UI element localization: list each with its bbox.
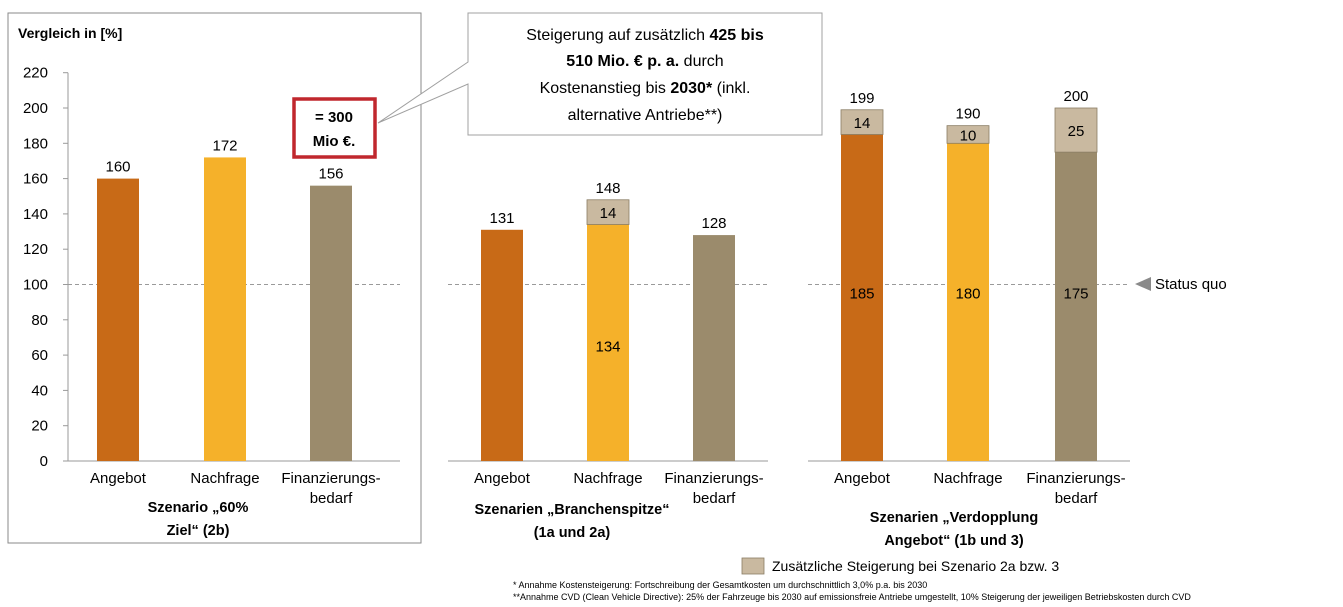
footnote-2: **Annahme CVD (Clean Vehicle Directive):… — [513, 592, 1191, 602]
bar-angebot-base — [481, 229, 523, 461]
bar-finanzierungsbedarf-base — [310, 185, 352, 461]
total-value-label: 156 — [318, 166, 343, 183]
category-label: Finanzierungs- — [281, 470, 380, 487]
extra-value-label: 14 — [854, 115, 871, 132]
status-quo-arrow-icon — [1135, 277, 1151, 291]
y-tick-label: 160 — [23, 171, 48, 188]
bar-angebot-base — [97, 178, 139, 461]
total-value-label: 172 — [212, 137, 237, 154]
y-tick-label: 220 — [23, 65, 48, 82]
bar-angebot-base — [841, 134, 883, 461]
bars — [97, 107, 1098, 462]
y-tick-label: 80 — [31, 312, 48, 329]
value-labels: 160 172 156 131 14 134 148 128 14 185 199 10 180 190 2… — [105, 88, 1088, 356]
y-tick-label: 0 — [40, 453, 48, 470]
extra-value-label: 25 — [1068, 123, 1085, 140]
status-quo-label: Status quo — [1155, 276, 1227, 293]
y-tick-label: 60 — [31, 347, 48, 364]
category-label: Nachfrage — [190, 470, 259, 487]
callout-line: 510 Mio. € p. a. durch — [566, 53, 723, 70]
category-label: Nachfrage — [933, 470, 1002, 487]
category-label: bedarf — [310, 490, 353, 507]
y-axis: 0 20 40 60 80 100 120 140 160 180 200 220 — [23, 65, 69, 470]
annotation-box: = 300 Mio €. — [292, 97, 377, 159]
y-tick-label: 180 — [23, 135, 48, 152]
category-label: Angebot — [90, 470, 147, 487]
y-tick-label: 120 — [23, 241, 48, 258]
bar-nachfrage-base — [204, 157, 246, 462]
y-tick-label: 140 — [23, 206, 48, 223]
bar-finanzierungsbedarf-extra — [1054, 107, 1098, 153]
base-value-label: 175 — [1063, 286, 1088, 303]
base-value-label: 180 — [955, 286, 980, 303]
y-axis-title: Vergleich in [%] — [18, 25, 122, 41]
callout-line: Kostenanstieg bis 2030* (inkl. — [540, 80, 751, 97]
group-title: (1a und 2a) — [534, 525, 611, 541]
group-title: Szenarien „Verdopplung — [870, 510, 1038, 526]
category-label: Finanzierungs- — [1026, 470, 1125, 487]
bar-nachfrage-base — [947, 143, 989, 462]
category-label: Angebot — [834, 470, 891, 487]
group-title: Ziel“ (2b) — [167, 523, 230, 539]
callout-line: Steigerung auf zusätzlich 425 bis — [526, 27, 764, 44]
category-label: Angebot — [474, 470, 531, 487]
bar-finanzierungsbedarf-base — [693, 235, 735, 461]
annotation-line-1: = 300 — [315, 109, 353, 126]
total-value-label: 190 — [955, 106, 980, 123]
category-label: bedarf — [1055, 490, 1098, 507]
bar-nachfrage-extra — [586, 199, 630, 225]
total-value-label: 160 — [105, 159, 130, 176]
footnote-1: * Annahme Kostensteigerung: Fortschreibu… — [513, 580, 927, 590]
total-value-label: 199 — [849, 90, 874, 107]
callout: Steigerung auf zusätzlich 425 bis 510 Mio… — [377, 12, 823, 136]
bar-nachfrage-extra — [946, 125, 990, 144]
annotation-line-2: Mio €. — [313, 133, 356, 150]
bar-finanzierungsbedarf-base — [1055, 152, 1097, 461]
y-tick-label: 100 — [23, 277, 48, 294]
panel-frame — [7, 12, 422, 544]
base-value-label: 134 — [595, 339, 620, 356]
total-value-label: 148 — [595, 180, 620, 197]
category-labels: Angebot Nachfrage Finanzierungs-bedarf Szen… — [90, 470, 1126, 549]
total-value-label: 131 — [489, 210, 514, 227]
category-label: Finanzierungs- — [664, 470, 763, 487]
category-label: bedarf — [693, 490, 736, 507]
total-value-label: 200 — [1063, 88, 1088, 105]
legend-label: Zusätzliche Steigerung bei Szenario 2a b… — [772, 558, 1059, 574]
total-value-label: 128 — [701, 215, 726, 232]
base-value-label: 185 — [849, 286, 874, 303]
bar-angebot-extra — [840, 109, 884, 135]
callout-line: alternative Antriebe**) — [568, 107, 723, 124]
y-tick-label: 200 — [23, 100, 48, 117]
status-quo-marker: Status quo — [1135, 276, 1227, 293]
group-title: Szenario „60% — [148, 500, 249, 516]
y-tick-label: 20 — [31, 418, 48, 435]
y-tick-label: 40 — [31, 382, 48, 399]
group-title: Angebot“ (1b und 3) — [884, 533, 1024, 549]
callout-bubble — [377, 12, 823, 136]
extra-value-label: 14 — [600, 205, 617, 222]
annotation-frame — [292, 97, 377, 159]
category-label: Nachfrage — [573, 470, 642, 487]
extra-value-label: 10 — [960, 127, 977, 144]
legend: Zusätzliche Steigerung bei Szenario 2a b… — [741, 557, 1059, 575]
legend-swatch — [741, 557, 765, 575]
bar-nachfrage-base — [587, 224, 629, 461]
group-title: Szenarien „Branchenspitze“ — [475, 502, 670, 518]
